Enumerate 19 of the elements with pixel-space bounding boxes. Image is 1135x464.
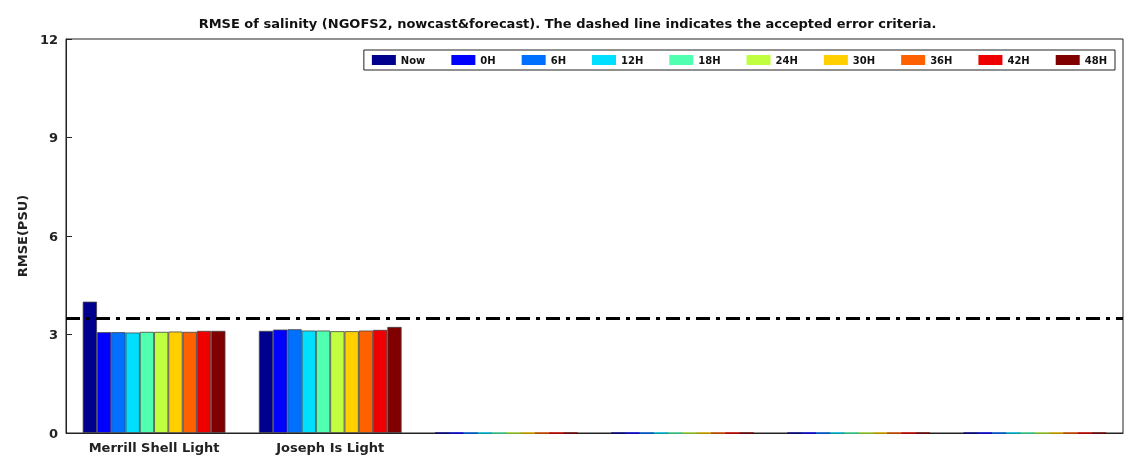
y-tick-label: 0 bbox=[48, 425, 58, 441]
legend-label: 36H bbox=[930, 54, 953, 66]
y-tick-label: 9 bbox=[48, 130, 58, 145]
y-tick-label: 12 bbox=[39, 31, 58, 47]
y-tick-label: 3 bbox=[48, 327, 58, 342]
legend-label: 30H bbox=[852, 54, 876, 66]
x-tick-label: Merrill Shell Light bbox=[88, 440, 220, 455]
x-tick-label: Joseph Is Light bbox=[275, 440, 385, 455]
legend-label: 12H bbox=[621, 54, 644, 66]
chart-title: RMSE of salinity (NGOFS2, nowcast&forecast). The dashed line indicates the accepted error criteria. bbox=[198, 16, 937, 31]
legend-label: 0H bbox=[480, 54, 496, 66]
legend-label: 48H bbox=[1084, 54, 1108, 66]
y-axis-title: RMSE(PSU) bbox=[15, 194, 30, 278]
legend-label: 24H bbox=[775, 54, 798, 66]
y-tick-label: 6 bbox=[48, 228, 58, 244]
legend-label: 42H bbox=[1007, 54, 1030, 66]
legend-label: 18H bbox=[698, 54, 721, 66]
legend-label: 6H bbox=[550, 54, 566, 66]
legend-label: Now bbox=[400, 54, 426, 66]
